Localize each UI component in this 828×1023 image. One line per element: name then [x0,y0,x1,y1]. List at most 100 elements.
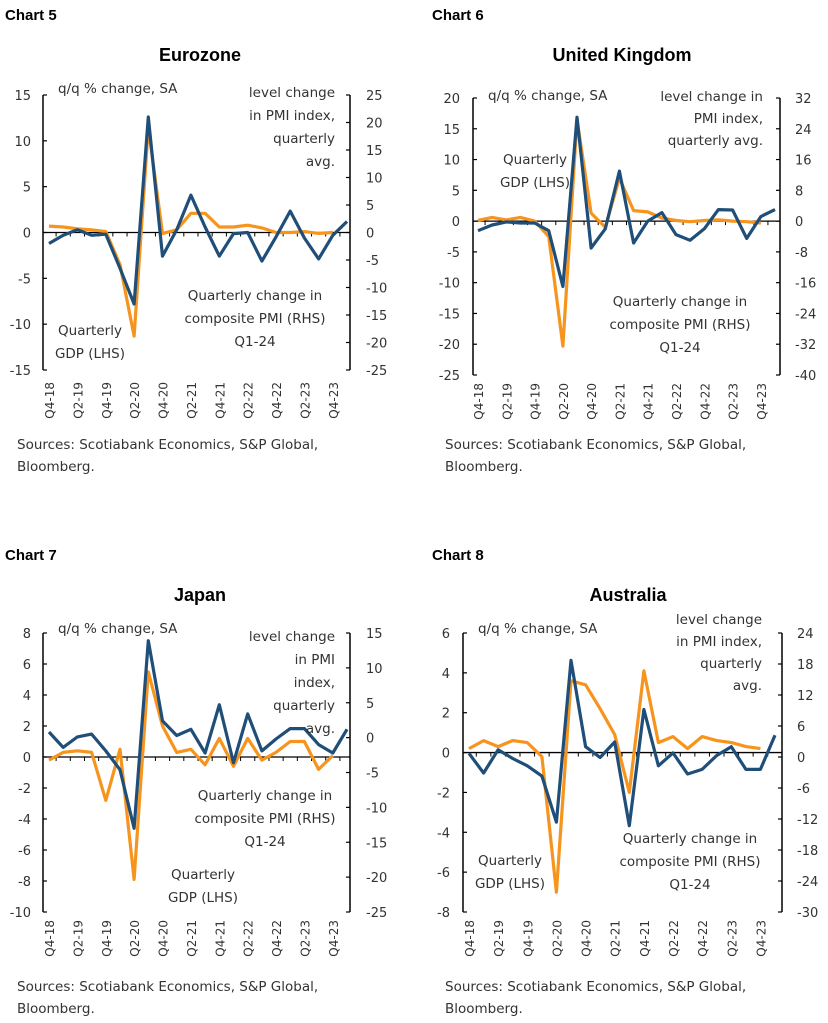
right-tick-label: -25 [366,906,387,921]
chart-title: Eurozone [159,45,241,65]
x-tick-label: Q4-19 [521,920,535,957]
right-axis-label: quarterly [273,131,335,147]
x-tick-label: Q2-20 [557,383,571,420]
right-axis-label: in PMI [295,652,335,668]
gdp-series-label: Quarterly [478,853,542,869]
right-tick-label: -5 [366,767,379,782]
x-tick-label: Q4-20 [157,920,171,957]
x-tick-label: Q2-19 [500,383,514,420]
left-tick-label: 20 [443,92,460,107]
left-tick-label: -10 [10,318,31,333]
left-tick-label: -6 [18,844,31,859]
pmi-series-label: Quarterly change in [198,788,332,804]
right-tick-label: 25 [366,89,383,104]
right-tick-label: 32 [795,92,812,107]
right-tick-label: 10 [366,662,383,677]
right-tick-label: -25 [366,364,387,379]
right-tick-label: -18 [797,844,818,859]
x-tick-label: Q2-20 [128,382,142,419]
right-tick-label: -40 [795,369,816,384]
right-tick-label: -12 [797,813,818,828]
x-tick-label: Q4-23 [754,920,768,957]
right-tick-label: 8 [795,184,803,199]
right-tick-label: 10 [366,172,383,187]
x-tick-label: Q4-19 [100,920,114,957]
right-tick-label: 24 [795,123,812,138]
x-tick-label: Q4-19 [529,383,543,420]
right-tick-label: -15 [366,836,387,851]
x-tick-label: Q2-22 [242,920,256,957]
right-axis-label: avg. [733,678,762,694]
left-tick-label: 8 [23,627,31,642]
right-tick-label: 24 [797,627,814,642]
right-tick-label: 16 [795,154,812,169]
right-tick-label: 5 [366,199,374,214]
left-tick-label: -8 [437,906,450,921]
chart-panel-8: Chart 8 Australia 6 4 2 0 -2 -4 -6 -8 24 18 12 6 0 -6 -1… [432,547,818,1017]
chart-number-label: Chart 6 [432,7,484,24]
right-tick-label: 0 [366,732,374,747]
x-tick-label: Q4-18 [43,920,57,957]
left-tick-label: -8 [18,875,31,890]
source-note: Sources: Scotiabank Economics, S&P Globa… [445,437,746,453]
left-tick-label: 15 [443,123,460,138]
pmi-series-label: Quarterly change in [188,288,322,304]
left-axis-label: q/q % change, SA [58,81,178,97]
pmi-series-line [477,115,776,289]
right-axis-label: level change [676,612,762,628]
left-tick-label: -15 [10,364,31,379]
x-tick-label: Q4-18 [463,920,477,957]
left-tick-label: -20 [439,338,460,353]
chart-title: Japan [174,585,226,605]
pmi-series-line [47,639,349,830]
source-note: Bloomberg. [17,1001,95,1017]
x-tick-label: Q4-22 [696,920,710,957]
right-axis-label: in PMI index, [249,108,335,124]
left-tick-label: 2 [23,720,31,735]
left-tick-label: 15 [14,89,31,104]
right-tick-label: -16 [795,277,816,292]
left-tick-label: 0 [452,215,460,230]
pmi-series-label: composite PMI (RHS) [609,317,750,333]
x-tick-label: Q2-21 [609,920,623,957]
left-tick-label: -5 [447,246,460,261]
left-tick-label: 0 [23,227,31,242]
gdp-series-label: GDP (LHS) [168,890,238,906]
left-tick-label: 5 [452,184,460,199]
gdp-series-label: Quarterly [503,152,567,168]
left-axis-label: q/q % change, SA [478,621,598,637]
right-tick-label: -20 [366,337,387,352]
right-tick-label: 20 [366,117,383,132]
chart-title: United Kingdom [553,45,692,65]
left-tick-label: -10 [439,277,460,292]
right-tick-label: -24 [797,875,818,890]
chart-panel-6: Chart 6 United Kingdom 20 15 10 5 0 -5 -10 -15 -20… [432,7,816,475]
right-tick-label: 18 [797,658,814,673]
right-tick-label: -10 [366,282,387,297]
x-tick-label: Q4-21 [638,920,652,957]
right-tick-label: 15 [366,627,383,642]
pmi-series-line [467,658,777,828]
left-tick-label: 10 [443,154,460,169]
right-tick-label: -30 [797,906,818,921]
right-axis-label: level change in [660,89,763,105]
source-note: Bloomberg. [445,1001,523,1017]
x-tick-label: Q4-23 [327,920,341,957]
x-tick-label: Q4-23 [327,382,341,419]
left-tick-label: 6 [23,658,31,673]
left-tick-label: -25 [439,369,460,384]
x-tick-label: Q2-21 [613,383,627,420]
right-tick-label: -8 [795,246,808,261]
right-tick-label: 5 [366,697,374,712]
chart-panel-7: Chart 7 Japan 8 6 4 2 0 -2 -4 -6 -8 -10 15 10 5 0 -5 -10 -… [5,547,387,1017]
left-axis-label: q/q % change, SA [488,88,608,104]
x-tick-label: Q4-22 [698,383,712,420]
gdp-series-line [48,125,333,338]
left-tick-label: 6 [442,627,450,642]
x-tick-label: Q4-22 [270,920,284,957]
x-tick-label: Q2-22 [670,383,684,420]
left-tick-label: 0 [23,751,31,766]
x-tick-label: Q2-22 [667,920,681,957]
x-tick-label: Q2-20 [128,920,142,957]
source-note: Bloomberg. [445,459,523,475]
